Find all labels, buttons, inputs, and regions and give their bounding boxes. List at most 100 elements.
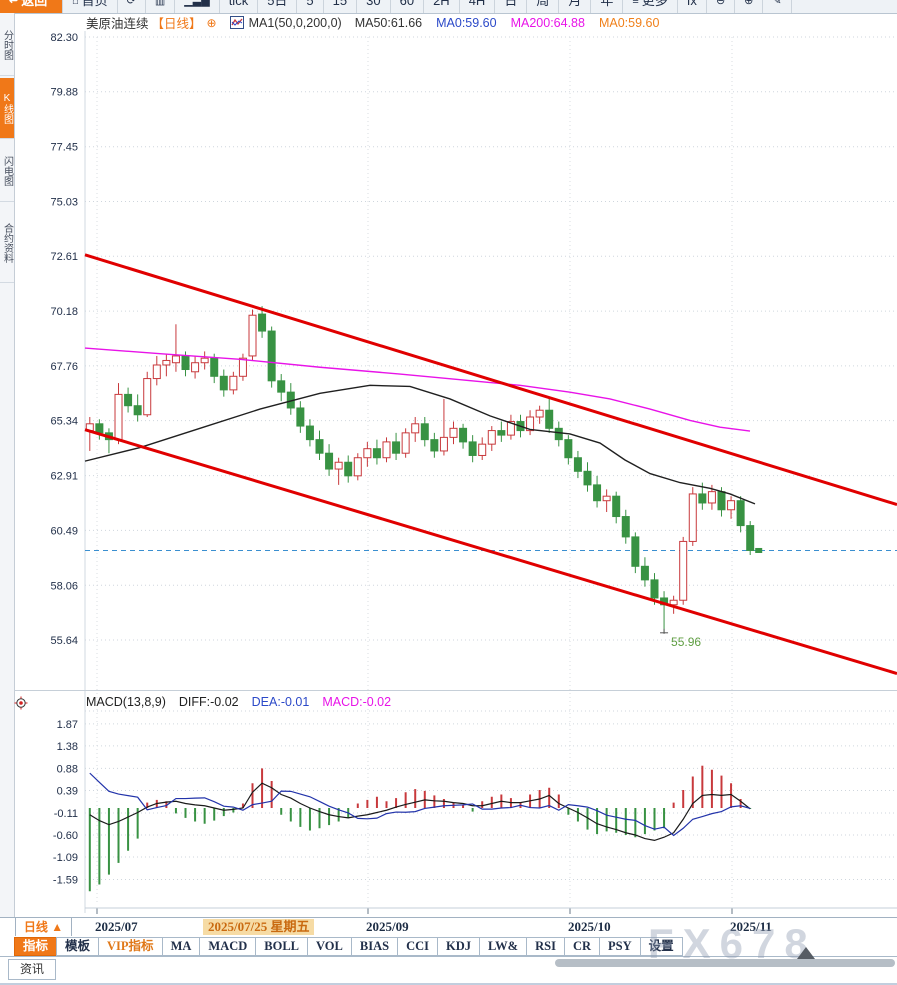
svg-text:0.39: 0.39: [57, 785, 78, 797]
menu-icon: ≡: [632, 0, 639, 7]
period-selector-button[interactable]: 日线 ▲: [15, 918, 72, 936]
svg-text:60.49: 60.49: [50, 525, 78, 537]
period-button-2H[interactable]: 2H: [424, 0, 460, 13]
svg-text:70.18: 70.18: [50, 306, 78, 318]
toolbar-label: 年: [600, 0, 614, 8]
horizontal-scrollbar[interactable]: [555, 959, 895, 967]
menu-button[interactable]: ≡ 更多: [623, 0, 678, 13]
sidebar-tab-2[interactable]: K线图: [0, 78, 14, 139]
bar-chart-button[interactable]: ▥: [146, 0, 176, 13]
period-button-5日[interactable]: 5日: [258, 0, 298, 13]
period-button-15[interactable]: 15: [324, 0, 358, 13]
zoom-in-button[interactable]: ⊕: [735, 0, 764, 13]
macd-title: MACD(13,8,9): [86, 695, 166, 709]
period-button-5[interactable]: 5: [297, 0, 324, 13]
date-tick-label: 2025/07: [95, 919, 138, 934]
date-tick-label: 2025/11: [730, 919, 772, 934]
toolbar-label: 月: [568, 0, 582, 8]
zoom-out-icon: ⊖: [715, 0, 726, 7]
sidebar-tab-4[interactable]: 合约资料: [0, 204, 14, 283]
svg-text:55.96: 55.96: [671, 635, 701, 649]
ma-value: MA50:61.66: [354, 15, 423, 30]
indicator-button-CCI[interactable]: CCI: [397, 937, 438, 956]
date-tick-label: 2025/10: [568, 919, 611, 934]
period-button-月[interactable]: 月: [559, 0, 592, 13]
zoom-out-button[interactable]: ⊖: [707, 0, 736, 13]
period-button-年[interactable]: 年: [591, 0, 624, 13]
period-button-60[interactable]: 60: [391, 0, 425, 13]
indicator-button-BOLL[interactable]: BOLL: [255, 937, 309, 956]
volume-icon: ▁▃▅: [184, 0, 210, 7]
back-arrow-button[interactable]: ↩ 返回: [0, 0, 63, 13]
ma-settings: MA1(50,0,200,0): [248, 15, 342, 30]
toolbar-label: 60: [399, 0, 415, 8]
indicator-button-CR[interactable]: CR: [563, 937, 600, 956]
toolbar-label: 返回: [21, 0, 48, 8]
indicator-button-VIP指标[interactable]: VIP指标: [98, 937, 163, 956]
price-chart-canvas[interactable]: 82.30 79.88 77.45 75.03 72.61 70.18 67.76 65.34…: [0, 0, 897, 917]
indicator-button-KDJ[interactable]: KDJ: [436, 937, 480, 956]
period-button-fx[interactable]: fx: [678, 0, 707, 13]
svg-text:1.87: 1.87: [57, 719, 78, 731]
chevron-up-icon: ▲: [51, 920, 64, 934]
macd-legend: MACD(13,8,9) DIFF:-0.02 DEA:-0.01 MACD:-0.…: [86, 694, 391, 710]
svg-text:77.45: 77.45: [50, 142, 78, 154]
volume-button[interactable]: ▁▃▅: [175, 0, 220, 13]
svg-text:0.88: 0.88: [57, 763, 78, 775]
toolbar-label: fx: [686, 0, 697, 8]
symbol-name: 美原油连续: [86, 17, 149, 31]
indicator-settings-icon[interactable]: [14, 696, 28, 710]
toolbar-label: 5: [306, 0, 314, 8]
indicator-button-MACD[interactable]: MACD: [199, 937, 257, 956]
indicator-button-模板[interactable]: 模板: [56, 937, 100, 956]
refresh-icon: ⟳: [126, 0, 136, 7]
ma-values: MA50:61.66 MA0:59.60 MA200:64.88 MA0:59.60: [355, 16, 660, 30]
home-button[interactable]: ⌂ 首页: [63, 0, 118, 13]
period-button-周[interactable]: 周: [527, 0, 560, 13]
date-axis: 日线 ▲ 2025/07 2025/07/25 星期五 2025/09 2025/10…: [0, 917, 897, 937]
sidebar-tab-1[interactable]: 分时图: [0, 15, 14, 76]
indicator-button-VOL[interactable]: VOL: [307, 937, 352, 956]
toolbar-label: 15: [332, 0, 348, 8]
indicator-button-BIAS[interactable]: BIAS: [350, 937, 399, 956]
ma-indicator-icon: [229, 16, 244, 29]
period-button-4H[interactable]: 4H: [460, 0, 496, 13]
period-button-tick[interactable]: tick: [220, 0, 259, 13]
selected-date-label: 2025/07/25 星期五: [203, 919, 315, 935]
macd-value: DIFF:-0.02: [178, 695, 239, 709]
toolbar-label: 5日: [267, 0, 288, 8]
indicator-button-设置[interactable]: 设置: [639, 937, 683, 956]
svg-text:67.76: 67.76: [50, 361, 78, 373]
draw-button[interactable]: ✎: [763, 0, 792, 13]
macd-value: MACD:-0.02: [322, 695, 392, 709]
period-button-日[interactable]: 日: [495, 0, 528, 13]
chart-legend: 美原油连续 【日线】 ⊕ MA1(50,0,200,0) MA50:61.66 M…: [86, 14, 660, 32]
sidebar-tab-3[interactable]: 闪电图: [0, 141, 14, 202]
tab-news[interactable]: 资讯: [8, 959, 56, 980]
indicator-button-MA[interactable]: MA: [161, 937, 201, 956]
top-toolbar: ↩ 返回 ⌂ 首页 ⟳ ▥ ▁▃▅ tick 5日 5 15 30 60 2H 4H 日周月年 ≡ 更多 fx ⊖ ⊕ ✎: [0, 0, 897, 14]
macd-value: DEA:-0.01: [251, 695, 310, 709]
toolbar-label: tick: [228, 0, 249, 8]
plus-circle-icon[interactable]: ⊕: [206, 15, 217, 30]
indicator-button-LW&[interactable]: LW&: [478, 937, 528, 956]
indicator-button-指标[interactable]: 指标: [14, 937, 58, 956]
toolbar-label: 30: [366, 0, 381, 8]
svg-text:62.91: 62.91: [50, 471, 78, 483]
refresh-button[interactable]: ⟳: [118, 0, 146, 13]
svg-text:-1.09: -1.09: [53, 852, 78, 864]
svg-text:-0.60: -0.60: [53, 830, 78, 842]
indicator-button-RSI[interactable]: RSI: [526, 937, 565, 956]
date-tick-label: 2025/09: [366, 919, 409, 934]
toolbar-label: 首页: [81, 0, 108, 8]
bar-chart-icon: ▥: [154, 0, 166, 7]
svg-text:72.61: 72.61: [50, 251, 78, 263]
toolbar-label: 4H: [468, 0, 486, 8]
svg-text:82.30: 82.30: [50, 32, 78, 44]
zoom-in-icon: ⊕: [744, 0, 754, 7]
indicator-button-PSY[interactable]: PSY: [599, 937, 641, 956]
period-button-30[interactable]: 30: [357, 0, 391, 13]
ma-value: MA0:59.60: [598, 15, 660, 30]
toolbar-label: 日: [504, 0, 518, 8]
back-arrow-icon: ↩: [9, 0, 19, 7]
